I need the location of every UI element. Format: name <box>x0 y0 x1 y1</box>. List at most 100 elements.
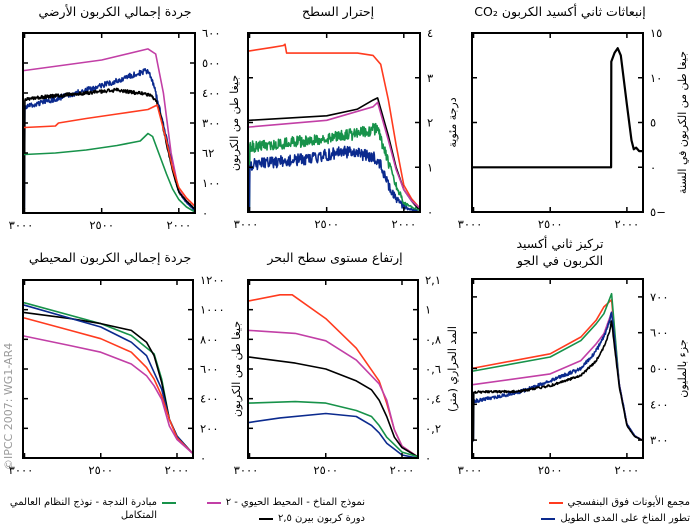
series-line-blue <box>248 145 420 212</box>
series-line-blue <box>248 412 418 458</box>
y-tick-label: ١٠٠٠ <box>200 303 225 317</box>
legend-swatch-black <box>258 518 273 520</box>
series-line-magenta <box>23 48 195 210</box>
y-tick-label: ٣٠٠ <box>202 116 221 130</box>
series-line-green <box>248 400 418 458</box>
x-tick-label: ٣٠٠٠ <box>458 217 483 231</box>
legend-item-blue: تطور المناخ على المدى الطويل <box>541 512 690 525</box>
x-tick-label: ٢٠٠٠ <box>166 218 191 232</box>
x-tick-label: ٢٠٠٠ <box>391 217 416 231</box>
legend-label: نموذج المناخ - المحيط الحيوي - ٢ <box>225 497 365 508</box>
y-axis-label: المد الحراري (متر) <box>446 326 459 412</box>
legend-swatch-blue <box>541 518 556 520</box>
series-line-magenta <box>248 101 420 209</box>
y-tick-label: ٤٠٠ <box>200 392 219 406</box>
y-tick-label: ٤٠٠ <box>202 86 221 100</box>
panel-3: إنبعاثات ثاني أكسيد الكربون CO₂ ٣٠٠٠ ٢٥٠٠ ٢… <box>458 3 689 231</box>
y-tick-label: ١٢٠٠ <box>200 273 225 287</box>
legend-label: مبادرة الندجة - نوذج النظام العالمي المت… <box>9 497 157 521</box>
panel-title-line2: الكربون في الجو <box>516 253 603 269</box>
legend-item-magenta: نموذج المناخ - المحيط الحيوي - ٢ <box>206 496 365 509</box>
y-axis-label: جيغا طن من الكربون <box>230 321 243 417</box>
series-line-black <box>472 320 643 442</box>
x-tick-label: ٣٠٠٠ <box>9 463 34 477</box>
y-tick-label: ٢٠٠ <box>200 421 219 435</box>
y-tick-label: ٥٠٠ <box>650 362 669 376</box>
x-tick-label: ٢٥٠٠ <box>538 217 563 231</box>
x-tick-label: ٢٠٠٠ <box>165 463 190 477</box>
y-tick-label: ٠,٨ <box>425 332 441 346</box>
y-tick-label: ٨٠٠ <box>200 332 219 346</box>
series-line-black <box>248 356 418 458</box>
y-tick-label: ٦٢ <box>202 146 214 160</box>
y-tick-label: ٠,٢ <box>425 421 441 435</box>
series-line-magenta <box>472 311 643 441</box>
series-line-green <box>23 132 195 213</box>
y-tick-label: ٥ <box>650 116 656 130</box>
x-tick-label: ٢٠٠٠ <box>390 463 415 477</box>
x-tick-label: ٢٥٠٠ <box>89 218 114 232</box>
panel-5: إرتفاع مستوى سطح البحر ٣٠٠٠ ٢٥٠٠ ٢٠٠٠ ٠ ٠,٢ ٠,… <box>234 250 459 477</box>
legend-item-red: مجمع الأيونات فوق البنفسجي <box>548 496 690 509</box>
x-tick-label: ٢٠٠٠ <box>615 217 640 231</box>
y-tick-label: ١٠ <box>650 71 662 85</box>
x-tick-label: ٣٠٠٠ <box>458 463 483 477</box>
x-tick-label: ٣٠٠٠ <box>234 463 259 477</box>
y-axis-label: جيغا طن من الكربون <box>228 75 241 171</box>
plot-frame <box>22 279 194 459</box>
x-tick-label: ٢٥٠٠ <box>538 463 563 477</box>
legend-label: دورة كربون بيرن ٢,٥ <box>277 513 365 524</box>
panel-4: جردة إجمالي الكربون المحيطي ٣٠٠٠ ٢٥٠٠ ٢٠٠٠ ٠… <box>9 250 243 477</box>
y-tick-label: ٥− <box>650 205 666 219</box>
y-tick-label: ٦٠٠ <box>650 326 669 340</box>
series-line-green <box>248 122 420 212</box>
series-line-magenta <box>23 335 193 454</box>
x-tick-label: ٣٠٠٠ <box>234 217 259 231</box>
y-tick-label: ٥٠٠ <box>202 56 221 70</box>
y-tick-label: ١٠٠ <box>202 176 221 190</box>
legend-swatch-red <box>548 502 563 504</box>
panel-title: جردة إجمالي الكربون الأرضي <box>39 4 192 20</box>
plot-frame <box>471 32 644 213</box>
legend-label: تطور المناخ على المدى الطويل <box>560 513 690 524</box>
plot-frame <box>247 32 421 213</box>
y-tick-label: ٠,٦ <box>425 362 441 376</box>
series-line-black <box>23 311 193 454</box>
y-axis-label: جزء بالمليون <box>676 339 689 397</box>
x-tick-label: ٢٥٠٠ <box>88 463 113 477</box>
panel-title: إرتفاع مستوى سطح البحر <box>266 250 402 266</box>
y-tick-label: ٦٠٠ <box>202 26 221 40</box>
y-tick-label: ٤٠٠ <box>650 397 669 411</box>
y-tick-label: ٠ <box>202 206 208 220</box>
y-axis-label: درجة مئوية <box>446 97 459 147</box>
y-tick-label: ٠ <box>650 160 656 174</box>
legend-swatch-green <box>162 502 176 504</box>
legend-label: مجمع الأيونات فوق البنفسجي <box>567 497 690 508</box>
series-line-red <box>23 104 195 207</box>
series-line-blue <box>23 304 193 454</box>
y-tick-label: ٧٠٠ <box>650 290 669 304</box>
copyright-notice: ©IPCC 2007: WG1-AR4 <box>2 343 15 470</box>
panel-title: إنبعاثات ثاني أكسيد الكربون CO₂ <box>474 3 645 20</box>
x-tick-label: ٣٠٠٠ <box>9 218 34 232</box>
series-line-red <box>248 43 420 209</box>
y-tick-label: ٠ <box>200 451 206 465</box>
legend-item-green: مبادرة الندجة - نوذج النظام العالمي المت… <box>4 496 176 522</box>
legend-item-black: دورة كربون بيرن ٢,٥ <box>258 512 365 525</box>
panel-title: تركيز ثاني أكسيد <box>516 235 604 252</box>
y-tick-label: ٣ <box>427 71 433 85</box>
plot-frame <box>22 32 196 214</box>
y-tick-label: ٢ <box>427 116 433 130</box>
y-tick-label: ٦٠٠ <box>200 362 219 376</box>
y-tick-label: ٠,٤ <box>425 392 441 406</box>
x-tick-label: ٢٠٠٠ <box>615 463 640 477</box>
y-axis-label: جيغا طن من الكربون في السنة <box>676 51 689 194</box>
y-tick-label: ٢,١ <box>425 273 441 287</box>
y-tick-label: ٤ <box>427 26 433 40</box>
panel-1: جردة إجمالي الكربون الأرضي ٣٠٠٠ ٢٥٠٠ ٢٠٠٠ ٠ ١… <box>9 4 241 232</box>
series-line-red <box>23 317 193 454</box>
series-line-blue <box>472 311 643 443</box>
y-tick-label: ١ <box>427 160 433 174</box>
